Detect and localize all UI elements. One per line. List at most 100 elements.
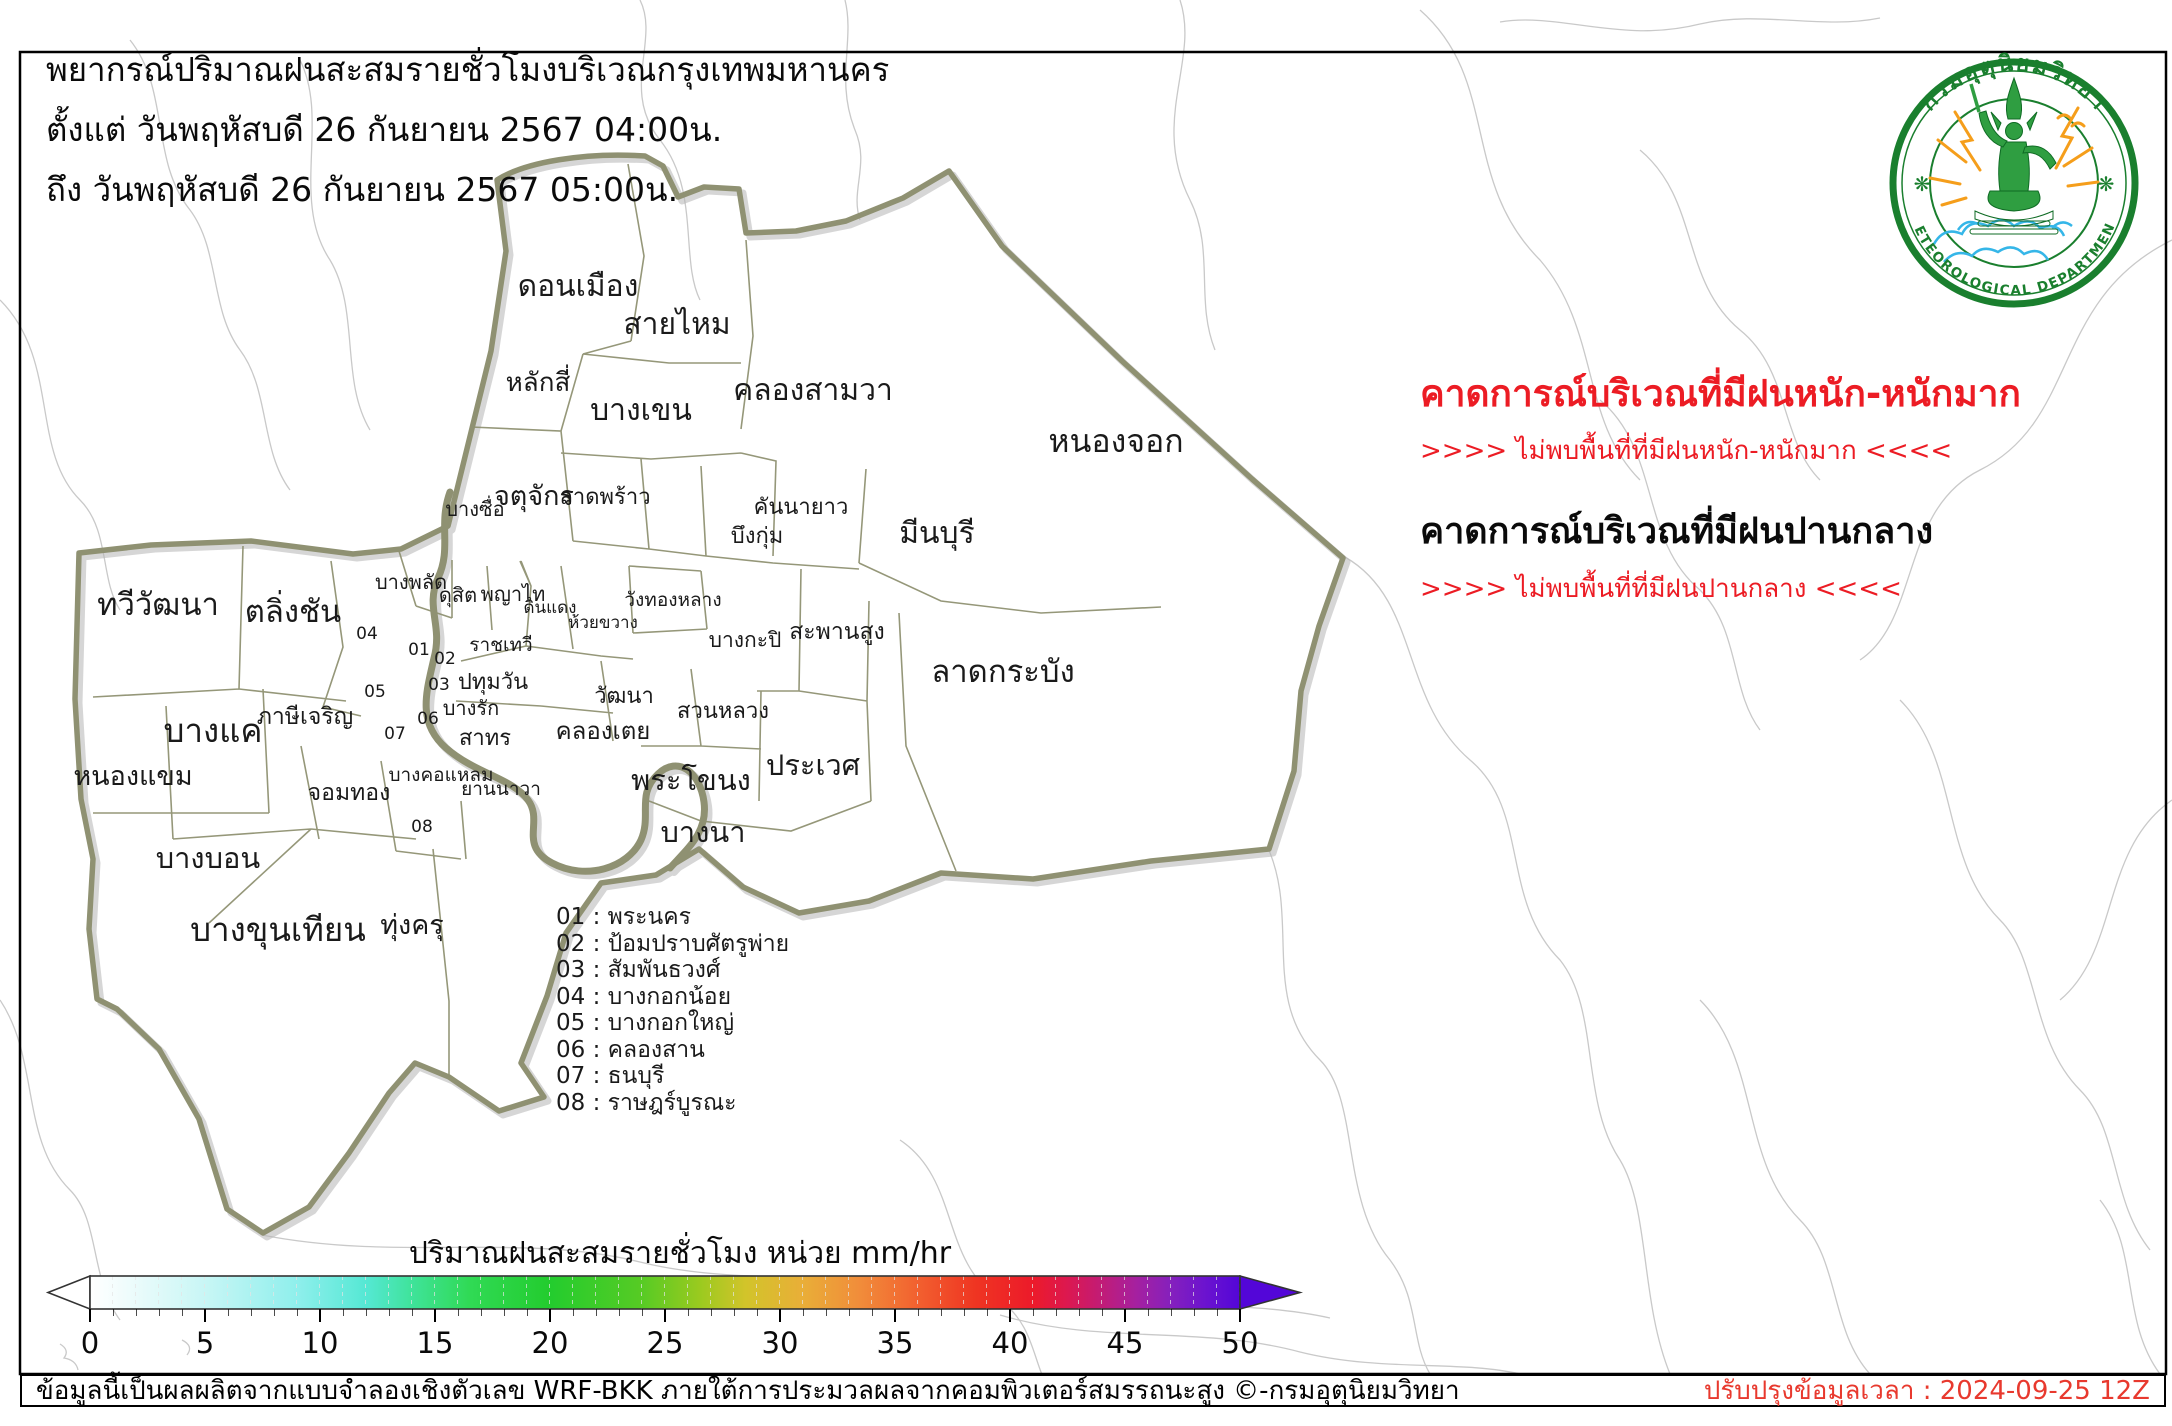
district-label: พระโขนง — [631, 763, 751, 797]
district-number-label: 07 — [384, 724, 406, 744]
district-label: สาทร — [459, 726, 511, 751]
district-labels: ดอนเมือง สายไหม หลักสี่ บางเขน คลองสามวา… — [73, 269, 1183, 950]
district-label: ประเวศ — [766, 748, 861, 782]
footer-bar: ข้อมูลนี้เป็นผลผลิตจากแบบจำลองเชิงตัวเลข… — [20, 1374, 2166, 1407]
moderate-rain-result: >>>> ไม่พบพื้นที่ที่มีฝนปานกลาง <<<< — [1420, 574, 1902, 604]
footer-disclaimer: ข้อมูลนี้เป็นผลผลิตจากแบบจำลองเชิงตัวเลข… — [36, 1376, 1460, 1406]
logo-rays — [1928, 106, 2100, 207]
colorbar-title: ปริมาณฝนสะสมรายชั่วโมง หน่วย mm/hr — [409, 1232, 952, 1271]
district-label: คลองสามวา — [733, 373, 893, 408]
district-label: พญาไท — [481, 582, 546, 606]
district-label: ราชเทวี — [469, 634, 532, 656]
district-label: มีนบุรี — [899, 516, 974, 552]
tick-label: 35 — [877, 1326, 914, 1360]
district-label: ห้วยขวาง — [568, 613, 638, 633]
district-label: บางเขน — [590, 393, 692, 428]
district-label: บางกะปิ — [709, 628, 782, 652]
district-number-label: 03 — [428, 675, 450, 695]
district-label: ทวีวัฒนา — [97, 587, 219, 623]
district-number-label: 06 — [417, 709, 439, 729]
legend-item: 08 : ราษฎร์บูรณะ — [556, 1089, 737, 1116]
district-label: บางขุนเทียน — [190, 910, 366, 950]
district-label: บางซื่อ — [445, 495, 504, 521]
district-label: คันนายาว — [754, 495, 849, 520]
district-label: สายไหม — [623, 306, 730, 342]
district-label: จตุจักร — [494, 481, 574, 513]
tick-label: 0 — [81, 1326, 99, 1360]
tick-label: 50 — [1222, 1326, 1259, 1360]
district-number-label: 05 — [364, 682, 386, 702]
legend-item: 07 : ธนบุรี — [556, 1063, 665, 1089]
forecast-start-time: ตั้งแต่ วันพฤหัสบดี 26 กันยายน 2567 04:0… — [46, 110, 723, 149]
tick-label: 15 — [417, 1326, 454, 1360]
district-label: ยานนาวา — [461, 778, 541, 800]
legend-item: 04 : บางกอกน้อย — [556, 983, 732, 1010]
logo-deity-figure — [1969, 76, 2059, 235]
logo-clouds — [1932, 218, 2073, 263]
district-number-label: 01 — [408, 640, 430, 660]
district-label: ลาดกระบัง — [931, 654, 1074, 690]
district-label: คลองเตย — [556, 717, 651, 745]
district-label: หลักสี่ — [506, 364, 571, 398]
district-boundaries — [92, 163, 1162, 1076]
district-label: สะพานสูง — [789, 619, 884, 645]
heavy-rain-heading: คาดการณ์บริเวณที่มีฝนหนัก-หนักมาก — [1420, 372, 2021, 415]
bangkok-outer-boundary — [72, 152, 1346, 1236]
district-label: บึงกุ่ม — [731, 524, 784, 549]
district-label: บางพลัด — [375, 570, 447, 594]
district-label: วังทองหลาง — [624, 589, 721, 611]
heavy-rain-result: >>>> ไม่พบพื้นที่ที่มีฝนหนัก-หนักมาก <<<… — [1420, 436, 1953, 466]
title-block: พยากรณ์ปริมาณฝนสะสมรายชั่วโมงบริเวณกรุงเ… — [46, 40, 889, 220]
tick-label: 45 — [1107, 1326, 1144, 1360]
district-label: ตลิ่งชัน — [245, 590, 342, 630]
district-label: ภาษีเจริญ — [257, 704, 354, 730]
inner-district-legend: 01 : พระนคร 02 : ป้อมปราบศัตรูพ่าย 03 : … — [556, 904, 789, 1116]
district-label: บางรัก — [443, 696, 500, 720]
tick-label: 20 — [532, 1326, 569, 1360]
tick-label: 40 — [992, 1326, 1029, 1360]
district-label: หนองจอก — [1048, 422, 1183, 460]
tick-label: 30 — [762, 1326, 799, 1360]
legend-item: 03 : สัมพันธวงศ์ — [556, 957, 721, 983]
district-label: ปทุมวัน — [458, 670, 528, 695]
district-label: ดุสิต — [439, 583, 477, 608]
colorbar-tick-labels: 0 5 10 15 20 25 30 35 40 45 50 — [81, 1326, 1259, 1360]
forecast-end-time: ถึง วันพฤหัสบดี 26 กันยายน 2567 05:00น. — [46, 170, 679, 209]
district-label: จอมทอง — [308, 780, 391, 806]
district-label: บางคอแหลม — [388, 764, 493, 786]
page-title: พยากรณ์ปริมาณฝนสะสมรายชั่วโมงบริเวณกรุงเ… — [46, 50, 890, 89]
district-label: บางแค — [164, 711, 263, 750]
bangkok-boundary-shadow — [75, 155, 1351, 1241]
district-label: วัฒนา — [594, 684, 654, 709]
chao-phraya-river — [422, 488, 709, 875]
legend-item: 06 : คลองสาน — [556, 1036, 705, 1063]
colorbar-right-arrow — [1239, 1274, 1304, 1311]
colorbar-left-arrow — [45, 1274, 91, 1311]
legend-item: 05 : บางกอกใหญ่ — [556, 1010, 735, 1036]
legend-item: 01 : พระนคร — [556, 904, 691, 930]
district-label: ดอนเมือง — [518, 269, 639, 304]
district-label: บางบอน — [156, 841, 261, 875]
logo-right-ornament-icon: ❋ — [2098, 172, 2115, 196]
colorbar-major-ticks — [89, 1309, 1241, 1322]
tick-label: 25 — [647, 1326, 684, 1360]
district-number-label: 08 — [411, 817, 433, 837]
district-label: สวนหลวง — [677, 699, 769, 724]
moderate-rain-heading: คาดการณ์บริเวณที่มีฝนปานกลาง — [1420, 511, 1934, 552]
district-label: ดินแดง — [524, 598, 577, 618]
footer-update-time: ปรับปรุงข้อมูลเวลา : 2024-09-25 12Z — [1703, 1376, 2150, 1406]
district-number-label: 02 — [434, 649, 456, 669]
colorbar: ปริมาณฝนสะสมรายชั่วโมง หน่วย mm/hr 0 5 1… — [45, 1232, 1304, 1360]
district-number-label: 04 — [356, 624, 378, 644]
district-label: ลาดพร้าว — [559, 485, 650, 510]
district-label: ทุ่งครุ — [380, 910, 444, 942]
district-label: หนองแขม — [73, 761, 192, 792]
logo-left-ornament-icon: ❋ — [1914, 172, 1931, 196]
legend-item: 02 : ป้อมปราบศัตรูพ่าย — [556, 930, 790, 957]
tick-label: 10 — [302, 1326, 339, 1360]
tick-label: 5 — [196, 1326, 214, 1360]
district-label: บางนา — [661, 815, 746, 849]
